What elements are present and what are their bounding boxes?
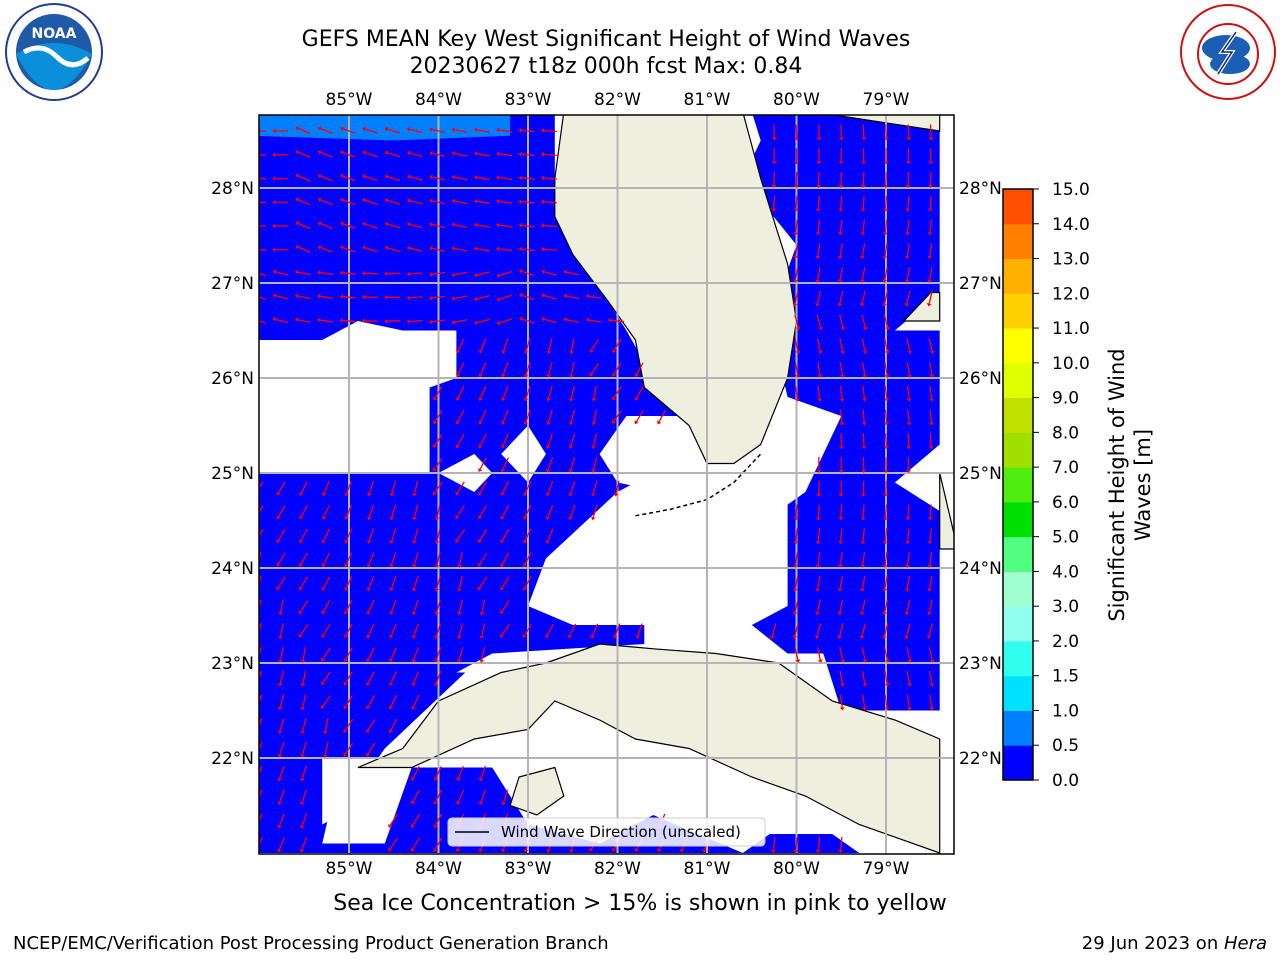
colorbar-tick-label: 7.0 [1052,458,1079,478]
colorbar-swatch [1003,328,1033,364]
lon-tick-label: 82°W [594,90,641,110]
map-panel [259,115,954,854]
colorbar-tick-label: 9.0 [1052,389,1079,409]
lat-tick-label: 27°N [211,274,254,294]
lat-tick-label: 27°N [959,274,1002,294]
lat-tick-label: 22°N [959,749,1002,769]
colorbar-swatch [1003,501,1033,538]
chart-subtitle: 20230627 t18z 000h fcst Max: 0.84 [409,54,803,79]
colorbar-tick-label: 11.0 [1052,319,1090,339]
nws-logo [1180,4,1276,100]
colorbar-swatch [1003,571,1033,607]
lon-tick-label: 85°W [326,859,373,879]
arrow-legend: Wind Wave Direction (unscaled) [447,817,766,847]
colorbar-swatch [1003,432,1033,468]
colorbar-tick-label: 10.0 [1052,354,1090,374]
colorbar-swatch [1003,675,1033,711]
colorbar-tick-label: 13.0 [1052,250,1090,270]
colorbar-swatch [1003,397,1033,433]
lon-tick-label: 81°W [684,859,731,879]
lat-tick-label: 24°N [211,559,254,579]
colorbar-swatch [1003,258,1033,294]
colorbar-swatch [1003,745,1033,781]
colorbar: 0.0 0.5 1.0 1.5 2.0 3.0 4.0 5.0 6.0 7.0 8.0 9.0 10.0… [1002,180,1155,791]
lon-tick-label: 79°W [863,859,910,879]
footer-date: 29 Jun 2023 on Hera [1081,933,1267,954]
colorbar-tick-label: 6.0 [1052,493,1079,513]
noaa-logo: NOAA [5,3,103,101]
lat-tick-label: 23°N [211,654,254,674]
gridlines [259,115,954,854]
lon-tick-label: 82°W [594,859,641,879]
sea-ice-caption: Sea Ice Concentration > 15% is shown in … [333,891,947,916]
lat-tick-label: 28°N [959,179,1002,199]
arrow-legend-label: Wind Wave Direction (unscaled) [501,823,741,841]
colorbar-tick-label: 14.0 [1052,215,1090,235]
colorbar-swatch [1003,362,1033,399]
footer-credit: NCEP/EMC/Verification Post Processing Pr… [13,933,609,954]
lon-tick-label: 79°W [863,90,910,110]
colorbar-tick-label: 8.0 [1052,423,1079,443]
colorbar-swatch [1003,189,1033,225]
lat-tick-label: 22°N [211,749,254,769]
lon-tick-label: 83°W [505,90,552,110]
colorbar-swatch [1003,640,1033,677]
lon-tick-label: 80°W [773,859,820,879]
lon-tick-label: 80°W [773,90,820,110]
lat-tick-label: 25°N [211,464,254,484]
colorbar-tick-label: 1.5 [1052,667,1079,687]
colorbar-tick-label: 1.0 [1052,701,1079,721]
lon-tick-label: 81°W [684,90,731,110]
colorbar-tick-label: 3.0 [1052,597,1079,617]
footer-host: Hera [1223,933,1267,954]
colorbar-swatch [1003,606,1033,642]
colorbar-swatch [1003,467,1033,503]
colorbar-tick-label: 12.0 [1052,284,1090,304]
lat-tick-label: 24°N [959,559,1002,579]
chart-title: GEFS MEAN Key West Significant Height of… [301,27,911,52]
colorbar-tick-label: 4.0 [1052,562,1079,582]
lon-tick-label: 83°W [505,859,552,879]
colorbar-swatch [1003,536,1033,572]
colorbar-tick-label: 2.0 [1052,632,1079,652]
colorbar-label: Significant Height of WindWaves [m] [1105,348,1155,621]
lat-tick-label: 25°N [959,464,1002,484]
lat-tick-label: 28°N [211,179,254,199]
colorbar-swatch [1003,223,1033,260]
colorbar-swatch [1003,293,1033,329]
lat-tick-label: 23°N [959,654,1002,674]
colorbar-tick-label: 5.0 [1052,528,1079,548]
lon-tick-label: 84°W [415,859,462,879]
lat-tick-label: 26°N [211,369,254,389]
svg-text:NOAA: NOAA [32,26,77,42]
lat-tick-label: 26°N [959,369,1002,389]
colorbar-tick-label: 0.5 [1052,736,1079,756]
axis-labels: 85°W 85°W 84°W 84°W 83°W 83°W 82°W 82°W 81°W 81°W… [211,90,1002,879]
colorbar-tick-label: 15.0 [1052,180,1090,200]
lon-tick-label: 85°W [326,90,373,110]
colorbar-tick-label: 0.0 [1052,771,1079,791]
wind-wave-arrows [259,124,935,853]
lon-tick-label: 84°W [415,90,462,110]
colorbar-swatch [1003,710,1033,746]
